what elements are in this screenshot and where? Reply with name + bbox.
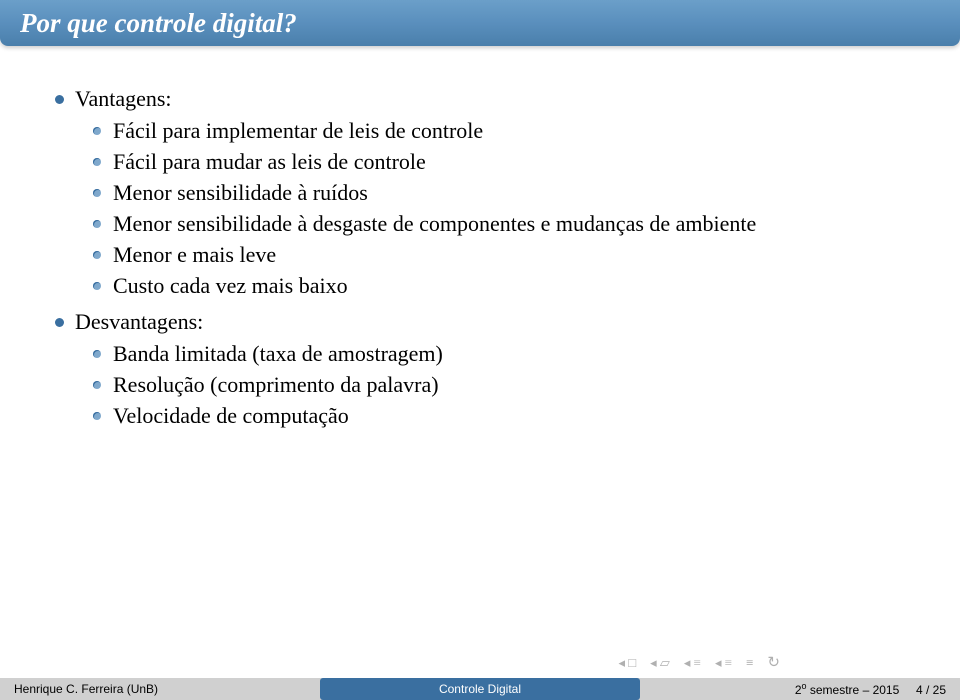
nav-prev-icon[interactable]: ◂ ▱ [650,655,670,671]
content-area: Vantagens: Fácil para implementar de lei… [0,46,960,429]
advantages-heading: Vantagens: [55,86,920,112]
footer-bar: Henrique C. Ferreira (UnB) Controle Digi… [0,678,960,700]
footer-title: Controle Digital [320,678,640,700]
disadvantages-list: Banda limitada (taxa de amostragem) Reso… [55,341,920,429]
footer-page-info: 2o semestre – 2015 4 / 25 [640,681,960,697]
footer-author: Henrique C. Ferreira (UnB) [0,682,320,696]
page-current: 4 [916,683,923,697]
list-item: Velocidade de computação [93,403,920,429]
nav-back-icon[interactable]: ◂ ≡ [684,655,701,671]
list-item: Menor sensibilidade à desgaste de compon… [93,211,920,237]
list-item: Fácil para mudar as leis de controle [93,149,920,175]
list-item: Menor e mais leve [93,242,920,268]
page-sep: / [923,683,933,697]
advantages-list: Fácil para implementar de leis de contro… [55,118,920,299]
disadvantages-heading: Desvantagens: [55,309,920,335]
nav-forward-icon[interactable]: ◂ ≡ [715,655,732,671]
nav-first-icon[interactable]: ◂ □ [618,655,636,671]
list-item: Custo cada vez mais baixo [93,273,920,299]
nav-refresh-icon[interactable]: ↻ [767,653,780,672]
slide-title: Por que controle digital? [20,8,297,39]
navigation-icons: ◂ □ ◂ ▱ ◂ ≡ ◂ ≡ ≡ ↻ [618,653,780,672]
nav-section-icon[interactable]: ≡ [746,655,753,671]
title-bar: Por que controle digital? [0,0,960,46]
list-item: Fácil para implementar de leis de contro… [93,118,920,144]
footer-term-suffix: semestre – 2015 [807,683,900,697]
list-item: Resolução (comprimento da palavra) [93,372,920,398]
page-total: 25 [933,683,946,697]
footer-term-prefix: 2 [795,683,802,697]
list-item: Menor sensibilidade à ruídos [93,180,920,206]
list-item: Banda limitada (taxa de amostragem) [93,341,920,367]
